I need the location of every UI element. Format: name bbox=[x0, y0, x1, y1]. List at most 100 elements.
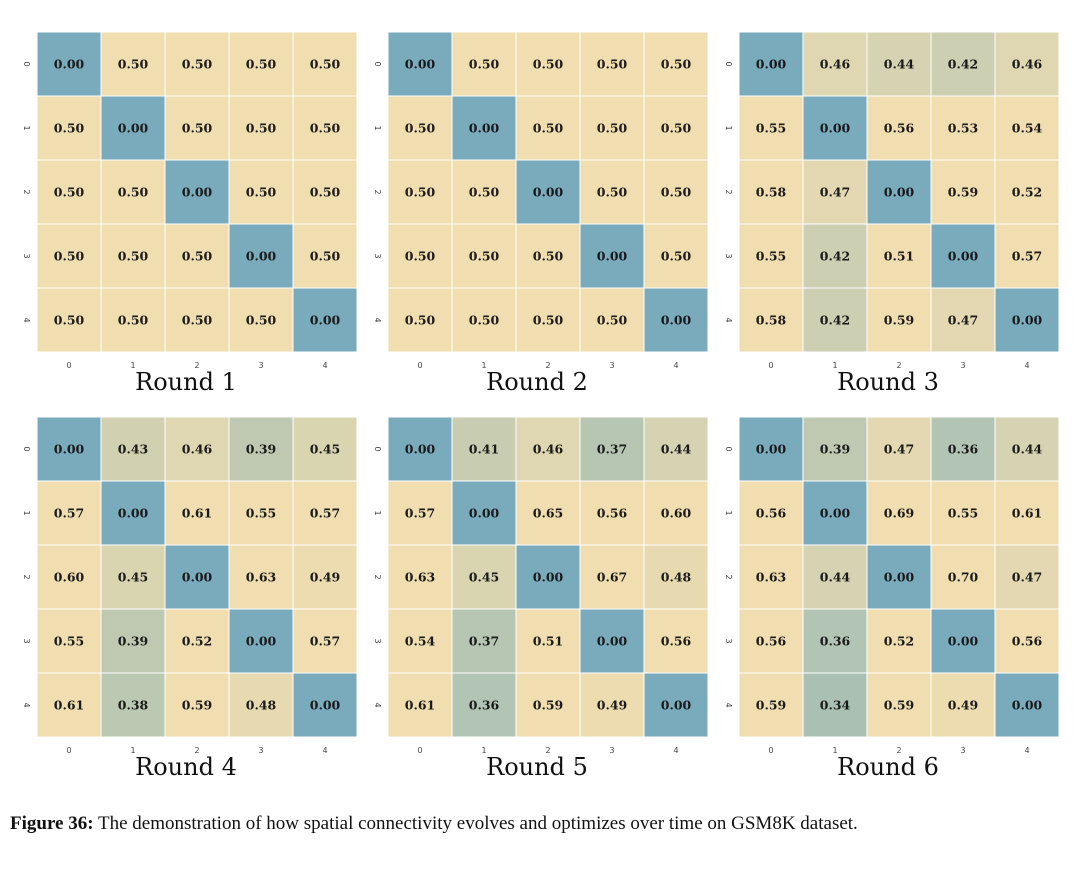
cell-value-label: 0.54 bbox=[1012, 121, 1043, 136]
y-tick-label: 1 bbox=[373, 125, 382, 130]
cell-value-label: 0.41 bbox=[469, 442, 499, 457]
cell-value-label: 0.50 bbox=[597, 313, 628, 328]
cell-value-label: 0.48 bbox=[246, 698, 277, 713]
cell-value-label: 0.49 bbox=[948, 698, 978, 713]
heatmap-panel-round-6: 0.00 0.39 0.47 0.36 0.44 0.56 0.00 0.69 0.55 0.61… bbox=[724, 413, 1060, 783]
heatmap-cell bbox=[994, 608, 1060, 674]
heatmap-round-4: 0.00 0.43 0.46 0.39 0.45 0.57 0.00 0.61 0.55 0.57… bbox=[22, 416, 358, 755]
heatmap-cell bbox=[451, 287, 517, 353]
cell-value-label: 0.57 bbox=[405, 506, 435, 521]
cell-value-label: 0.46 bbox=[820, 57, 851, 72]
cell-value-label: 0.50 bbox=[54, 185, 85, 200]
cell-value-label: 0.46 bbox=[1012, 57, 1043, 72]
y-tick-label: 3 bbox=[22, 638, 31, 643]
heatmap-panel-round-5: 0.00 0.41 0.46 0.37 0.44 0.57 0.00 0.65 0.56 0.60… bbox=[373, 413, 709, 783]
heatmap-cell bbox=[866, 223, 932, 289]
figure-caption: Figure 36: The demonstration of how spat… bbox=[10, 813, 1074, 835]
x-tick-label: 4 bbox=[322, 361, 327, 370]
cell-value-label: 0.63 bbox=[756, 570, 786, 585]
cell-value-label: 0.50 bbox=[246, 121, 277, 136]
x-tick-label: 4 bbox=[673, 361, 678, 370]
cell-value-label: 0.59 bbox=[182, 698, 212, 713]
heatmap-cell bbox=[643, 672, 709, 738]
heatmap-cell bbox=[100, 672, 166, 738]
cell-value-label: 0.65 bbox=[533, 506, 563, 521]
cell-value-label: 0.42 bbox=[948, 57, 978, 72]
cell-value-label: 0.50 bbox=[405, 249, 436, 264]
heatmap-cell bbox=[164, 31, 230, 97]
cell-value-label: 0.50 bbox=[597, 121, 628, 136]
cell-value-label: 0.48 bbox=[661, 570, 692, 585]
cell-value-label: 0.59 bbox=[884, 698, 914, 713]
heatmap-round-2: 0.00 0.50 0.50 0.50 0.50 0.50 0.00 0.50 0.50 0.50… bbox=[373, 31, 709, 370]
heatmap-cell bbox=[164, 287, 230, 353]
heatmap-cell bbox=[292, 544, 358, 610]
cell-value-label: 0.00 bbox=[469, 121, 500, 136]
heatmap-cell bbox=[164, 608, 230, 674]
heatmap-panel-round-2: 0.00 0.50 0.50 0.50 0.50 0.50 0.00 0.50 0.50 0.50… bbox=[373, 28, 709, 398]
heatmap-cell bbox=[228, 159, 294, 225]
cell-value-label: 0.44 bbox=[661, 442, 692, 457]
heatmap-cell bbox=[994, 223, 1060, 289]
x-tick-label: 1 bbox=[130, 361, 135, 370]
y-tick-label: 1 bbox=[373, 510, 382, 515]
y-tick-label: 1 bbox=[22, 125, 31, 130]
heatmap-cell bbox=[515, 223, 581, 289]
y-tick-label: 4 bbox=[22, 317, 31, 322]
cell-value-label: 0.50 bbox=[405, 313, 436, 328]
y-tick-label: 3 bbox=[373, 638, 382, 643]
heatmap-cell bbox=[579, 95, 645, 161]
y-tick-label: 4 bbox=[373, 317, 382, 322]
heatmap-cell bbox=[802, 159, 868, 225]
cell-value-label: 0.57 bbox=[310, 506, 340, 521]
y-tick-label: 3 bbox=[724, 253, 733, 258]
y-tick-label: 0 bbox=[373, 446, 382, 451]
y-tick-label: 2 bbox=[724, 189, 733, 194]
heatmap-cell bbox=[387, 95, 453, 161]
cell-value-label: 0.60 bbox=[54, 570, 85, 585]
heatmap-cell bbox=[292, 223, 358, 289]
cell-value-label: 0.58 bbox=[756, 313, 787, 328]
cell-value-label: 0.60 bbox=[661, 506, 692, 521]
x-tick-label: 2 bbox=[545, 361, 550, 370]
heatmap-cell bbox=[451, 672, 517, 738]
panel-title: Round 6 bbox=[837, 753, 939, 781]
panel-title: Round 3 bbox=[837, 368, 939, 396]
cell-value-label: 0.50 bbox=[246, 313, 277, 328]
panel-title: Round 1 bbox=[135, 368, 237, 396]
cell-value-label: 0.50 bbox=[182, 121, 213, 136]
heatmap-cell bbox=[292, 672, 358, 738]
cell-value-label: 0.50 bbox=[310, 121, 341, 136]
heatmap-cell bbox=[738, 608, 804, 674]
cell-value-label: 0.51 bbox=[884, 249, 914, 264]
heatmap-round-3: 0.00 0.46 0.44 0.42 0.46 0.55 0.00 0.56 0.53 0.54… bbox=[724, 31, 1060, 370]
x-tick-label: 1 bbox=[832, 361, 837, 370]
cell-value-label: 0.43 bbox=[118, 442, 148, 457]
x-tick-label: 3 bbox=[258, 746, 263, 755]
y-tick-label: 2 bbox=[373, 189, 382, 194]
cell-value-label: 0.50 bbox=[469, 249, 500, 264]
x-tick-label: 0 bbox=[66, 361, 71, 370]
cell-value-label: 0.63 bbox=[246, 570, 276, 585]
cell-value-label: 0.53 bbox=[948, 121, 978, 136]
x-tick-label: 1 bbox=[130, 746, 135, 755]
heatmap-cell bbox=[164, 223, 230, 289]
heatmap-cell bbox=[515, 31, 581, 97]
heatmap-cell bbox=[643, 287, 709, 353]
cell-value-label: 0.52 bbox=[182, 634, 212, 649]
y-tick-label: 1 bbox=[22, 510, 31, 515]
heatmap-cell bbox=[802, 672, 868, 738]
cell-value-label: 0.36 bbox=[469, 698, 500, 713]
heatmap-cell bbox=[994, 159, 1060, 225]
heatmap-cell bbox=[387, 672, 453, 738]
cell-value-label: 0.56 bbox=[756, 634, 787, 649]
heatmap-cell bbox=[738, 287, 804, 353]
cell-value-label: 0.61 bbox=[182, 506, 212, 521]
heatmap-cell bbox=[930, 31, 996, 97]
heatmap-cell bbox=[994, 544, 1060, 610]
cell-value-label: 0.00 bbox=[469, 506, 500, 521]
cell-value-label: 0.55 bbox=[54, 634, 84, 649]
heatmap-cell bbox=[866, 480, 932, 546]
cell-value-label: 0.00 bbox=[405, 442, 436, 457]
panel-title: Round 2 bbox=[486, 368, 588, 396]
